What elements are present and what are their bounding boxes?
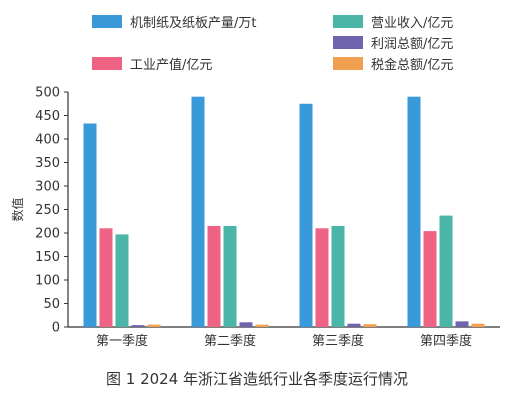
y-tick-label: 200: [35, 227, 60, 242]
y-tick-label: 50: [43, 297, 60, 312]
bar: [115, 234, 129, 327]
x-category-label: 第二季度: [204, 333, 256, 349]
bar: [255, 324, 269, 327]
bar: [363, 324, 377, 327]
bar: [315, 228, 329, 327]
bar: [471, 323, 485, 327]
y-tick-label: 500: [35, 86, 60, 101]
y-tick-label: 400: [35, 133, 60, 148]
y-tick-label: 250: [35, 203, 60, 218]
bar: [99, 228, 113, 327]
x-category-label: 第三季度: [312, 333, 364, 349]
bar: [299, 103, 313, 327]
bar: [455, 321, 469, 327]
x-category-label: 第一季度: [96, 333, 148, 349]
figure-caption: 图 1 2024 年浙江省造纸行业各季度运行情况: [105, 370, 409, 388]
bar: [207, 225, 221, 327]
legend-label: 工业产值/亿元: [130, 57, 212, 73]
x-category-label: 第四季度: [420, 333, 472, 349]
bar: [407, 96, 421, 327]
bar: [423, 231, 437, 327]
bar: [147, 324, 161, 327]
y-tick-label: 150: [35, 250, 60, 265]
legend-label: 机制纸及纸板产量/万t: [130, 16, 256, 31]
bar: [439, 215, 453, 327]
bar: [347, 323, 361, 327]
y-tick-label: 100: [35, 274, 60, 289]
bar: [131, 325, 145, 327]
bar: [191, 96, 205, 327]
legend-label: 税金总额/亿元: [371, 57, 453, 73]
legend-label: 利润总额/亿元: [371, 37, 453, 52]
legend-swatch: [333, 15, 363, 28]
y-tick-label: 0: [52, 321, 60, 336]
y-tick-label: 300: [35, 180, 60, 195]
bar: [331, 225, 345, 327]
y-tick-label: 350: [35, 156, 60, 171]
bar: [239, 322, 253, 327]
legend-swatch: [92, 15, 122, 28]
y-tick-label: 450: [35, 109, 60, 124]
legend-label: 营业收入/亿元: [371, 16, 453, 31]
legend-swatch: [333, 36, 363, 49]
y-axis-title: 数值: [10, 197, 25, 221]
bar: [223, 225, 237, 327]
bar: [83, 123, 97, 328]
legend-swatch: [333, 57, 363, 70]
legend-swatch: [92, 57, 122, 70]
